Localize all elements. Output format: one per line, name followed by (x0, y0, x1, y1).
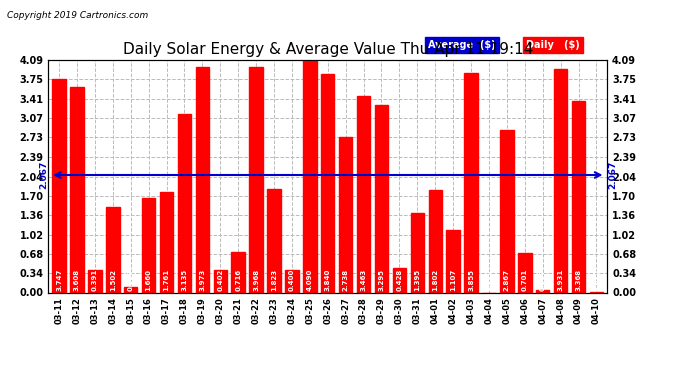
Bar (411, 213, 424, 292)
Text: 0.015: 0.015 (593, 268, 600, 291)
Text: 1.660: 1.660 (146, 269, 152, 291)
Text: 0.716: 0.716 (235, 268, 242, 291)
Bar (464, 74, 477, 292)
Bar (124, 288, 137, 292)
Bar (518, 253, 531, 292)
Bar (52, 80, 66, 292)
Text: 0.391: 0.391 (92, 268, 98, 291)
Bar (554, 69, 567, 292)
Text: 2.867: 2.867 (504, 269, 510, 291)
Text: 2.738: 2.738 (343, 268, 348, 291)
Bar (428, 190, 442, 292)
Text: 0.089: 0.089 (128, 268, 134, 291)
Bar (70, 87, 83, 292)
Bar (196, 67, 209, 292)
Text: 1.802: 1.802 (432, 268, 438, 291)
Text: Average  ($): Average ($) (428, 40, 496, 50)
Text: 1.395: 1.395 (414, 268, 420, 291)
Text: 3.747: 3.747 (56, 268, 62, 291)
Bar (178, 114, 191, 292)
Bar (160, 192, 173, 292)
Text: 3.135: 3.135 (181, 268, 188, 291)
Bar (357, 96, 371, 292)
Text: 1.107: 1.107 (450, 268, 456, 291)
Text: 3.463: 3.463 (361, 268, 366, 291)
Bar (500, 129, 513, 292)
Bar (446, 230, 460, 292)
Text: 0.428: 0.428 (396, 268, 402, 291)
Bar (106, 207, 119, 292)
Text: 2.067: 2.067 (39, 161, 48, 189)
Bar (267, 189, 281, 292)
Bar (303, 60, 317, 292)
Text: 3.973: 3.973 (199, 268, 206, 291)
Text: 0.402: 0.402 (217, 268, 224, 291)
Bar (339, 137, 353, 292)
Text: 2.067: 2.067 (608, 161, 617, 189)
Bar (142, 198, 155, 292)
Bar (375, 105, 388, 292)
Bar (536, 290, 549, 292)
Text: 4.090: 4.090 (307, 268, 313, 291)
Text: 0.701: 0.701 (522, 268, 528, 291)
Text: 1.502: 1.502 (110, 269, 116, 291)
Text: 1.761: 1.761 (164, 268, 170, 291)
Text: 1.823: 1.823 (271, 268, 277, 291)
Text: 3.840: 3.840 (325, 268, 331, 291)
Bar (285, 270, 299, 292)
Bar (321, 74, 335, 292)
Bar (88, 270, 101, 292)
Bar (572, 101, 585, 292)
Text: 3.295: 3.295 (379, 269, 384, 291)
Text: Copyright 2019 Cartronics.com: Copyright 2019 Cartronics.com (7, 11, 148, 20)
Text: 0.400: 0.400 (289, 268, 295, 291)
Bar (393, 268, 406, 292)
Text: Daily   ($): Daily ($) (526, 40, 580, 50)
Text: 3.968: 3.968 (253, 268, 259, 291)
Text: 0.047: 0.047 (540, 268, 546, 291)
Bar (213, 270, 227, 292)
Title: Daily Solar Energy & Average Value Thu Apr 11 19:14: Daily Solar Energy & Average Value Thu A… (123, 42, 533, 57)
Text: 3.368: 3.368 (575, 268, 582, 291)
Bar (231, 252, 245, 292)
Text: 3.931: 3.931 (558, 268, 564, 291)
Bar (249, 67, 263, 292)
Text: 3.608: 3.608 (74, 268, 80, 291)
Text: 0.000: 0.000 (486, 268, 492, 291)
Text: 3.855: 3.855 (468, 269, 474, 291)
